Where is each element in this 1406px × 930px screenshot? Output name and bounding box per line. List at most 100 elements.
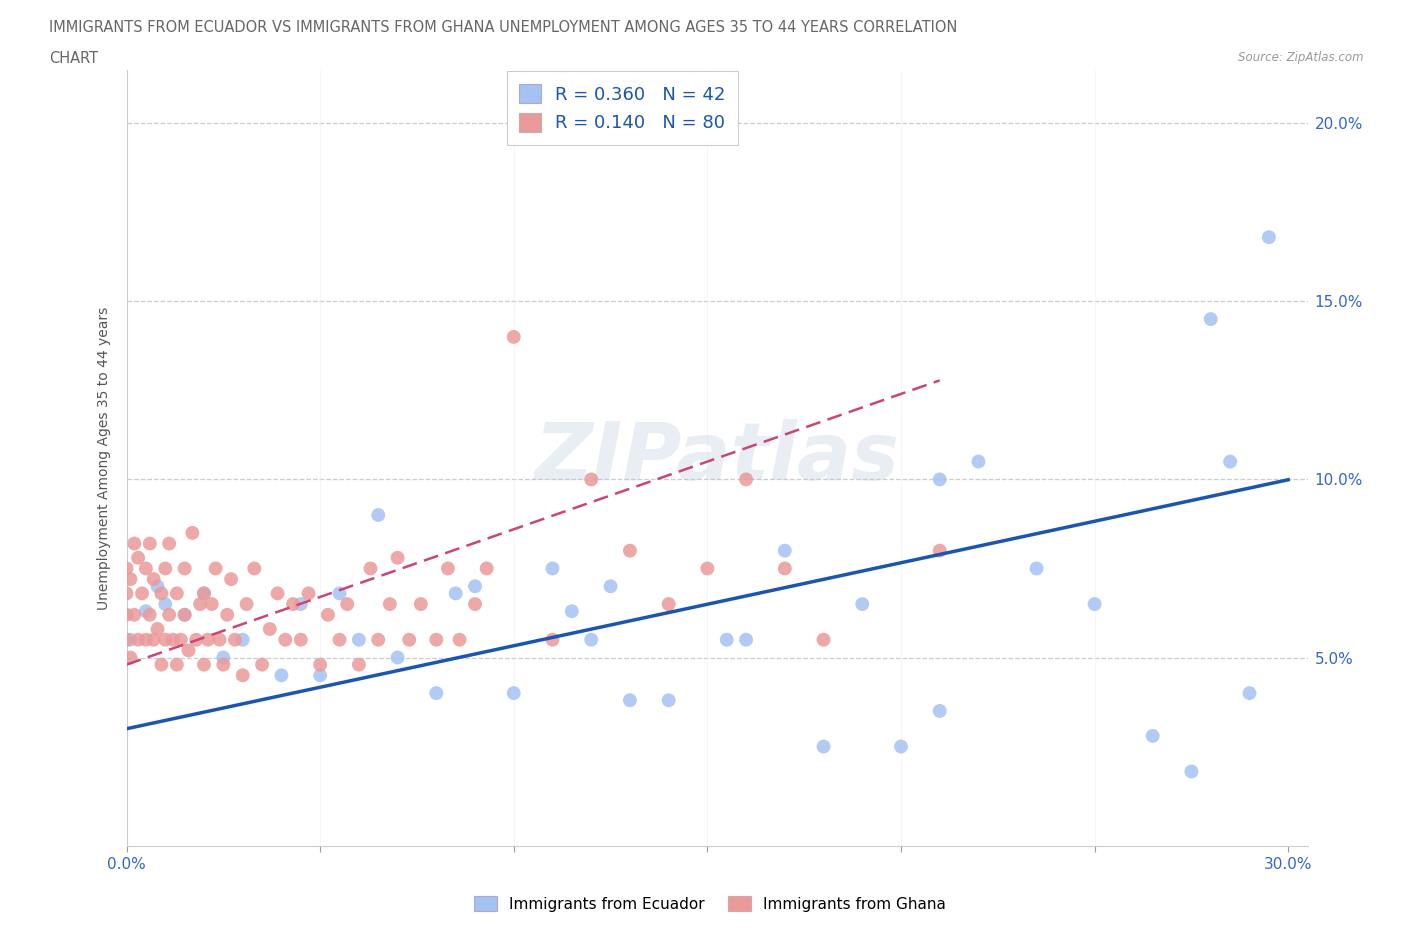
Point [1142,728,1164,743]
Point [142,632,165,647]
Legend: R = 0.360   N = 42, R = 0.140   N = 80: R = 0.360 N = 42, R = 0.140 N = 80 [506,71,738,145]
Point [217,607,239,622]
Point [212,658,235,672]
Point [193,658,215,672]
Point [157,536,180,551]
Text: IMMIGRANTS FROM ECUADOR VS IMMIGRANTS FROM GHANA UNEMPLOYMENT AMONG AGES 35 TO 4: IMMIGRANTS FROM ECUADOR VS IMMIGRANTS FR… [49,20,957,35]
Text: Source: ZipAtlas.com: Source: ZipAtlas.com [1239,51,1364,64]
Point [347,632,370,647]
Point [1257,230,1279,245]
Point [243,561,266,576]
Point [1180,764,1202,779]
Point [150,658,173,672]
Point [135,604,157,618]
Point [619,543,641,558]
Point [367,508,389,523]
Point [579,632,602,647]
Point [347,658,370,672]
Point [201,597,224,612]
Point [197,632,219,647]
Point [259,621,281,636]
Point [115,586,138,601]
Point [170,632,193,647]
Point [599,578,621,593]
Point [928,703,950,718]
Point [502,329,524,344]
Point [127,632,149,647]
Point [124,536,146,551]
Point [250,658,273,672]
Point [309,658,332,672]
Point [131,586,153,601]
Point [928,472,950,486]
Legend: Immigrants from Ecuador, Immigrants from Ghana: Immigrants from Ecuador, Immigrants from… [468,889,952,918]
Point [155,632,177,647]
Point [851,597,873,612]
Point [444,586,467,601]
Point [120,572,142,587]
Point [290,632,312,647]
Point [166,586,188,601]
Text: ZIPatlas: ZIPatlas [534,419,900,497]
Point [157,607,180,622]
Point [360,561,382,576]
Point [464,597,486,612]
Point [561,604,583,618]
Point [124,607,146,622]
Point [328,632,350,647]
Point [115,632,138,647]
Point [398,632,420,647]
Point [281,597,304,612]
Point [464,578,486,593]
Point [658,597,681,612]
Point [696,561,718,576]
Point [120,632,142,647]
Point [120,650,142,665]
Point [266,586,288,601]
Point [224,632,246,647]
Point [139,536,162,551]
Point [297,586,319,601]
Point [967,454,990,469]
Point [208,632,231,647]
Point [146,621,169,636]
Point [177,643,200,658]
Point [155,597,177,612]
Point [193,586,215,601]
Point [193,586,215,601]
Point [378,597,401,612]
Point [449,632,471,647]
Point [773,561,796,576]
Point [186,632,208,647]
Point [135,561,157,576]
Point [437,561,460,576]
Point [336,597,359,612]
Point [181,525,204,540]
Point [135,632,157,647]
Point [204,561,226,576]
Point [1219,454,1241,469]
Point [425,685,447,700]
Point [219,572,242,587]
Point [188,597,211,612]
Point [735,472,758,486]
Point [658,693,681,708]
Point [387,650,409,665]
Point [115,607,138,622]
Point [716,632,738,647]
Point [146,578,169,593]
Point [409,597,432,612]
Point [309,668,332,683]
Y-axis label: Unemployment Among Ages 35 to 44 years: Unemployment Among Ages 35 to 44 years [97,306,111,610]
Point [890,739,912,754]
Point [212,650,235,665]
Point [541,561,564,576]
Point [773,543,796,558]
Point [1084,597,1107,612]
Point [1025,561,1047,576]
Point [387,551,409,565]
Point [813,739,835,754]
Point [367,632,389,647]
Point [162,632,184,647]
Point [1199,312,1222,326]
